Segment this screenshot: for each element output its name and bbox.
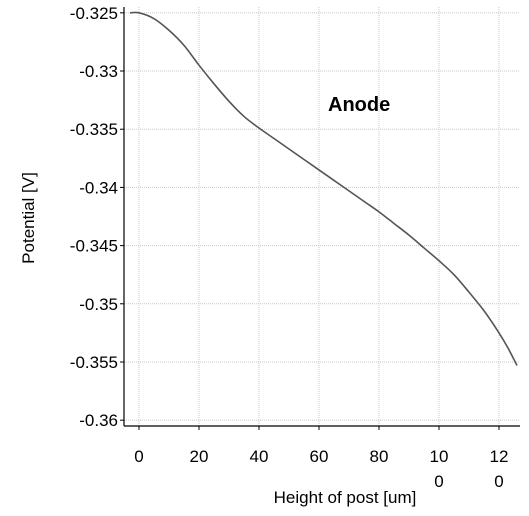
- y-axis-label: Potential [V]: [19, 172, 38, 264]
- x-tick-label-line: 0: [494, 472, 503, 491]
- x-tick-label-line: 0: [134, 447, 143, 466]
- x-axis-label: Height of post [um]: [274, 488, 417, 507]
- x-tick-label: 12 0: [490, 447, 509, 491]
- y-tick-label: -0.34: [79, 178, 118, 197]
- axes: [120, 7, 520, 430]
- x-tick-labels: 0 20 40 60 80 10 012 0: [134, 447, 508, 491]
- series-line: [129, 11, 518, 366]
- y-tick-label: -0.35: [79, 295, 118, 314]
- x-tick-label: 80: [370, 447, 389, 466]
- x-tick-label: 40: [250, 447, 269, 466]
- x-tick-label: 10 0: [430, 447, 449, 491]
- y-tick-label: -0.33: [79, 62, 118, 81]
- y-tick-label: -0.355: [70, 353, 118, 372]
- x-tick-label-line: 60: [310, 447, 329, 466]
- y-tick-label: -0.36: [79, 411, 118, 430]
- x-tick-label-line: 80: [370, 447, 389, 466]
- y-tick-label: -0.345: [70, 237, 118, 256]
- x-tick-label: 0: [134, 447, 143, 466]
- grid: [124, 7, 520, 426]
- x-tick-label: 20: [190, 447, 209, 466]
- annotation-anode: Anode: [328, 94, 390, 116]
- x-tick-label-line: 12: [490, 447, 509, 466]
- x-tick-label-line: 10: [430, 447, 449, 466]
- x-tick-label-line: 0: [434, 472, 443, 491]
- y-tick-labels: -0.325 -0.33 -0.335 -0.34 -0.345 -0.35 -0.355 -…: [70, 4, 118, 430]
- y-tick-label: -0.335: [70, 120, 118, 139]
- x-tick-label-line: 20: [190, 447, 209, 466]
- x-tick-label-line: 40: [250, 447, 269, 466]
- y-tick-label: -0.325: [70, 4, 118, 23]
- x-tick-label: 60: [310, 447, 329, 466]
